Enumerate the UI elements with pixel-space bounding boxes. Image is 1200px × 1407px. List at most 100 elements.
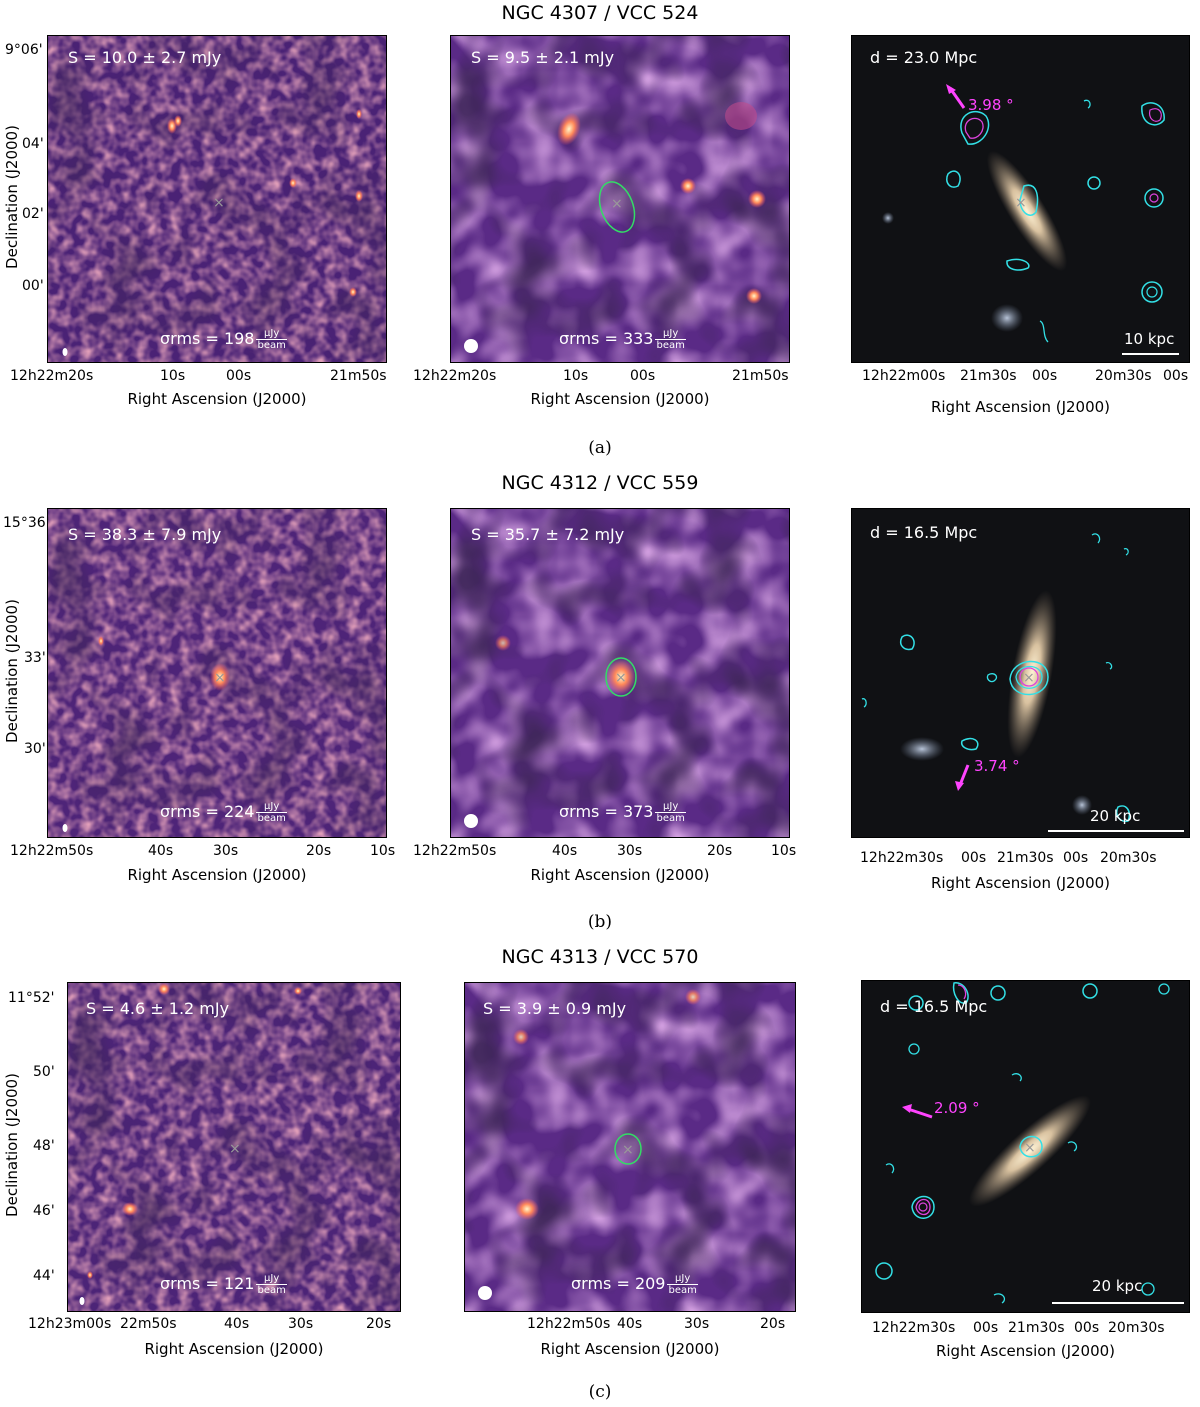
flux-label: S = 4.6 ± 1.2 mJy [86,999,230,1018]
x-tick: 00s [226,368,252,384]
x-tick: 21m50s [330,368,387,384]
radio-map-low-res-a: × S = 9.5 ± 2.1 mJy σrms = 333 μJy beam [450,35,790,363]
scalebar-label: 20 kpc [1092,1277,1143,1295]
flux-label: S = 35.7 ± 7.2 mJy [471,525,625,544]
radio-map-low-res-b: × S = 35.7 ± 7.2 mJy σrms = 373 μJy beam [450,508,790,838]
y-axis-label: Declination (J2000) [3,1073,21,1217]
y-tick: 02' [22,206,44,222]
x-tick: 10s [771,843,797,859]
x-tick: 12h22m30s [872,1320,956,1336]
radio-map-high-res-b: × S = 38.3 ± 7.9 mJy σrms = 224 μJy beam [47,508,387,838]
x-tick: 40s [224,1316,250,1332]
x-axis-label: Right Ascension (J2000) [930,398,1111,416]
y-tick: 9°06' [5,42,43,58]
rms-label: σrms = 224 μJy beam [160,801,287,824]
x-tick: 30s [617,843,643,859]
x-axis-label: Right Ascension (J2000) [935,1342,1116,1360]
x-tick: 21m30s [997,850,1054,866]
x-tick: 20m30s [1108,1320,1165,1336]
y-tick: 46' [33,1203,55,1219]
row-b-title: NGC 4312 / VCC 559 [501,472,699,494]
x-axis-label: Right Ascension (J2000) [127,866,307,884]
y-tick: 44' [33,1268,55,1284]
svg-text:×: × [214,670,226,686]
x-tick: 12h23m00s [28,1316,112,1332]
row-c-title: NGC 4313 / VCC 570 [501,946,699,968]
rms-label: σrms = 333 μJy beam [559,328,686,351]
x-tick: 21m30s [1008,1320,1065,1336]
subfigure-caption: (b) [587,912,613,932]
rms-label: σrms = 373 μJy beam [559,801,686,824]
x-tick: 00s [1032,368,1058,384]
x-tick: 00s [1063,850,1089,866]
x-tick: 30s [213,843,239,859]
y-tick: 33' [24,650,46,666]
x-tick: 12h22m20s [10,368,94,384]
x-tick: 21m50s [732,368,789,384]
x-tick: 20s [760,1316,786,1332]
flux-label: S = 9.5 ± 2.1 mJy [471,48,615,67]
distance-label: d = 16.5 Mpc [880,997,988,1016]
x-axis-label: Right Ascension (J2000) [540,1340,720,1358]
flux-label: S = 38.3 ± 7.9 mJy [68,525,222,544]
x-tick: 12h22m50s [10,843,94,859]
x-tick: 30s [288,1316,314,1332]
rms-label: σrms = 198 μJy beam [160,328,287,351]
distance-label: d = 23.0 Mpc [870,48,978,67]
x-tick: 10s [160,368,186,384]
svg-text:×: × [1023,670,1035,686]
rms-label: σrms = 209 μJy beam [571,1273,698,1296]
x-tick: 12h22m50s [413,843,497,859]
svg-text:×: × [213,195,225,211]
x-tick: 20m30s [1095,368,1152,384]
x-tick: 00s [630,368,656,384]
x-tick: 12h22m20s [413,368,497,384]
x-tick: 40s [617,1316,643,1332]
x-tick: 10s [563,368,589,384]
subfigure-caption: (c) [588,1382,612,1402]
x-tick: 30s [684,1316,710,1332]
x-axis-label: Right Ascension (J2000) [530,390,710,408]
svg-text:×: × [611,196,623,212]
scalebar-label: 20 kpc [1090,807,1141,825]
x-tick: 00s [961,850,987,866]
svg-text:×: × [1024,1140,1036,1156]
optical-overlay-c: × d = 16.5 Mpc 2.09 ° 20 kpc [861,980,1190,1313]
radio-map-low-res-c: × S = 3.9 ± 0.9 mJy σrms = 209 μJy beam [464,982,796,1312]
inclination-angle-label: 3.74 ° [974,757,1020,775]
x-tick: 20s [707,843,733,859]
x-tick: 20s [366,1316,392,1332]
flux-label: S = 10.0 ± 2.7 mJy [68,48,222,67]
radio-map-high-res-a: × S = 10.0 ± 2.7 mJy σrms = 198 μJy beam [47,35,387,363]
x-tick: 00s [1163,368,1189,384]
x-axis-label: Right Ascension (J2000) [127,390,307,408]
row-a-title: NGC 4307 / VCC 524 [501,2,699,24]
inclination-angle-label: 3.98 ° [968,96,1014,114]
x-tick: 20m30s [1100,850,1157,866]
distance-label: d = 16.5 Mpc [870,523,978,542]
x-tick: 12h22m50s [527,1316,611,1332]
x-axis-label: Right Ascension (J2000) [930,874,1111,892]
x-axis-label: Right Ascension (J2000) [530,866,710,884]
x-tick: 40s [148,843,174,859]
y-tick: 30' [24,741,46,757]
rms-label: σrms = 121 μJy beam [160,1273,287,1296]
scalebar-label: 10 kpc [1124,330,1175,348]
svg-text:×: × [615,670,627,686]
y-tick: 04' [22,136,44,152]
x-tick: 12h22m00s [862,368,946,384]
x-tick: 20s [306,843,332,859]
y-tick: 11°52' [8,990,55,1006]
inclination-angle-label: 2.09 ° [934,1099,980,1117]
x-tick: 00s [1074,1320,1100,1336]
svg-text:×: × [229,1141,241,1157]
x-tick: 00s [973,1320,999,1336]
subfigure-caption: (a) [588,438,612,458]
y-axis-label: Declination (J2000) [3,125,21,269]
x-tick: 10s [370,843,396,859]
svg-text:×: × [1015,195,1027,211]
y-tick: 50' [33,1064,55,1080]
y-axis-label: Declination (J2000) [3,599,21,743]
x-tick: 40s [552,843,578,859]
y-tick: 48' [33,1138,55,1154]
